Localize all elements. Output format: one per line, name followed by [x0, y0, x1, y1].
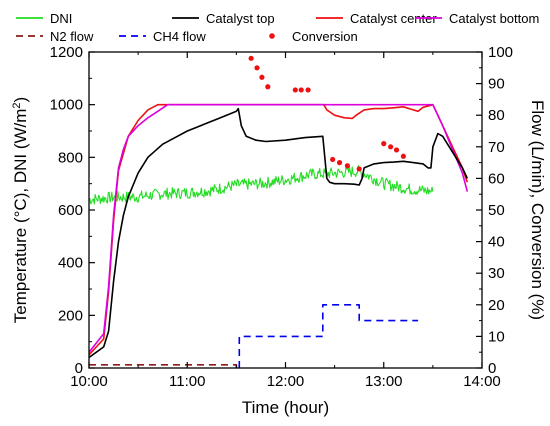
legend-item-catalyst-top: Catalyst top [172, 11, 275, 26]
y-left-title-main: Temperature (°C), DNI (W/m [11, 109, 30, 324]
legend-label: Conversion [292, 29, 358, 44]
y-right-tick-label: 90 [488, 76, 505, 93]
y-right-tick-label: 100 [488, 44, 513, 61]
x-tick-label: 13:00 [365, 373, 403, 390]
y-right-tick-label: 10 [488, 328, 505, 345]
series-conversion-point [330, 156, 336, 163]
plot-lines [89, 55, 469, 368]
legend-item-catalyst-center: Catalyst center [316, 11, 437, 26]
legend-swatch [269, 33, 275, 39]
series-catalyst-center [89, 103, 469, 356]
y-left-tick-label: 1200 [50, 44, 83, 61]
y-left-tick-label: 800 [58, 149, 83, 166]
y-right-tick-label: 60 [488, 170, 505, 187]
x-tick-label: 10:00 [70, 373, 108, 390]
legend-item-ch4-flow: CH4 flow [119, 29, 206, 44]
series-conversion-point [292, 87, 298, 93]
y-left-axis-title: Temperature (°C), DNI (W/m2) [11, 97, 30, 323]
y-right-tick-label: 30 [488, 265, 505, 282]
legend-item-catalyst-bottom: Catalyst bottom [415, 11, 539, 26]
x-tick-label: 12:00 [267, 373, 305, 390]
y-left-title-sup: 2 [11, 102, 23, 108]
series-conversion-point [381, 141, 387, 147]
y-left-tick-label: 200 [58, 307, 83, 324]
legend-label: DNI [50, 11, 72, 26]
x-axis-title: Time (hour) [242, 398, 329, 417]
axes: 10:00 11:00 12:00 13:00 14:00020040060080010… [50, 44, 513, 390]
y-right-tick-label: 50 [488, 202, 505, 219]
x-tick-label: 14:00 [463, 373, 501, 390]
legend-label: Catalyst center [350, 11, 437, 26]
y-right-tick-label: 80 [488, 107, 505, 124]
plot-frame [88, 51, 483, 369]
y-right-tick-label: 0 [488, 360, 496, 377]
legend-label: Catalyst top [206, 11, 275, 26]
x-tick-label: 11:00 [169, 373, 205, 390]
legend-label: N2 flow [50, 29, 94, 44]
series-conversion-point [254, 65, 260, 71]
y-right-tick-label: 70 [488, 139, 505, 156]
series-conversion-point [336, 160, 343, 166]
y-left-title-end: ) [11, 97, 30, 103]
legend-item-n2-flow: N2 flow [16, 29, 94, 44]
series-conversion-point [393, 147, 400, 153]
y-right-axis-title: Flow (L/min), Conversion (%) [528, 100, 547, 320]
series-catalyst-bottom [89, 103, 469, 353]
series-conversion-point [356, 166, 362, 172]
series-dni [89, 165, 434, 205]
series-conversion-point [265, 84, 271, 90]
legend-item-dni: DNI [16, 11, 72, 26]
series-conversion-point [400, 153, 406, 159]
legend-label: CH4 flow [153, 29, 206, 44]
legend-label: Catalyst bottom [449, 11, 539, 26]
y-left-tick-label: 0 [75, 360, 83, 377]
y-left-tick-label: 1000 [50, 97, 83, 114]
legend-item-conversion: Conversion [269, 29, 358, 44]
series-conversion-point [388, 144, 394, 150]
y-left-tick-label: 600 [58, 202, 83, 219]
series-catalyst-top [89, 107, 469, 359]
series-conversion-point [344, 163, 350, 169]
series-conversion-point [298, 87, 304, 93]
y-right-tick-label: 40 [488, 234, 505, 251]
series-conversion-point [259, 74, 265, 80]
y-left-tick-label: 400 [58, 255, 83, 272]
series-conversion-point [305, 87, 311, 93]
series-conversion-point [248, 55, 254, 61]
legend: DNI Catalyst top Catalyst center Catalyst b… [16, 11, 539, 44]
y-right-tick-label: 20 [488, 297, 505, 314]
series-ch4-flow [238, 303, 419, 368]
